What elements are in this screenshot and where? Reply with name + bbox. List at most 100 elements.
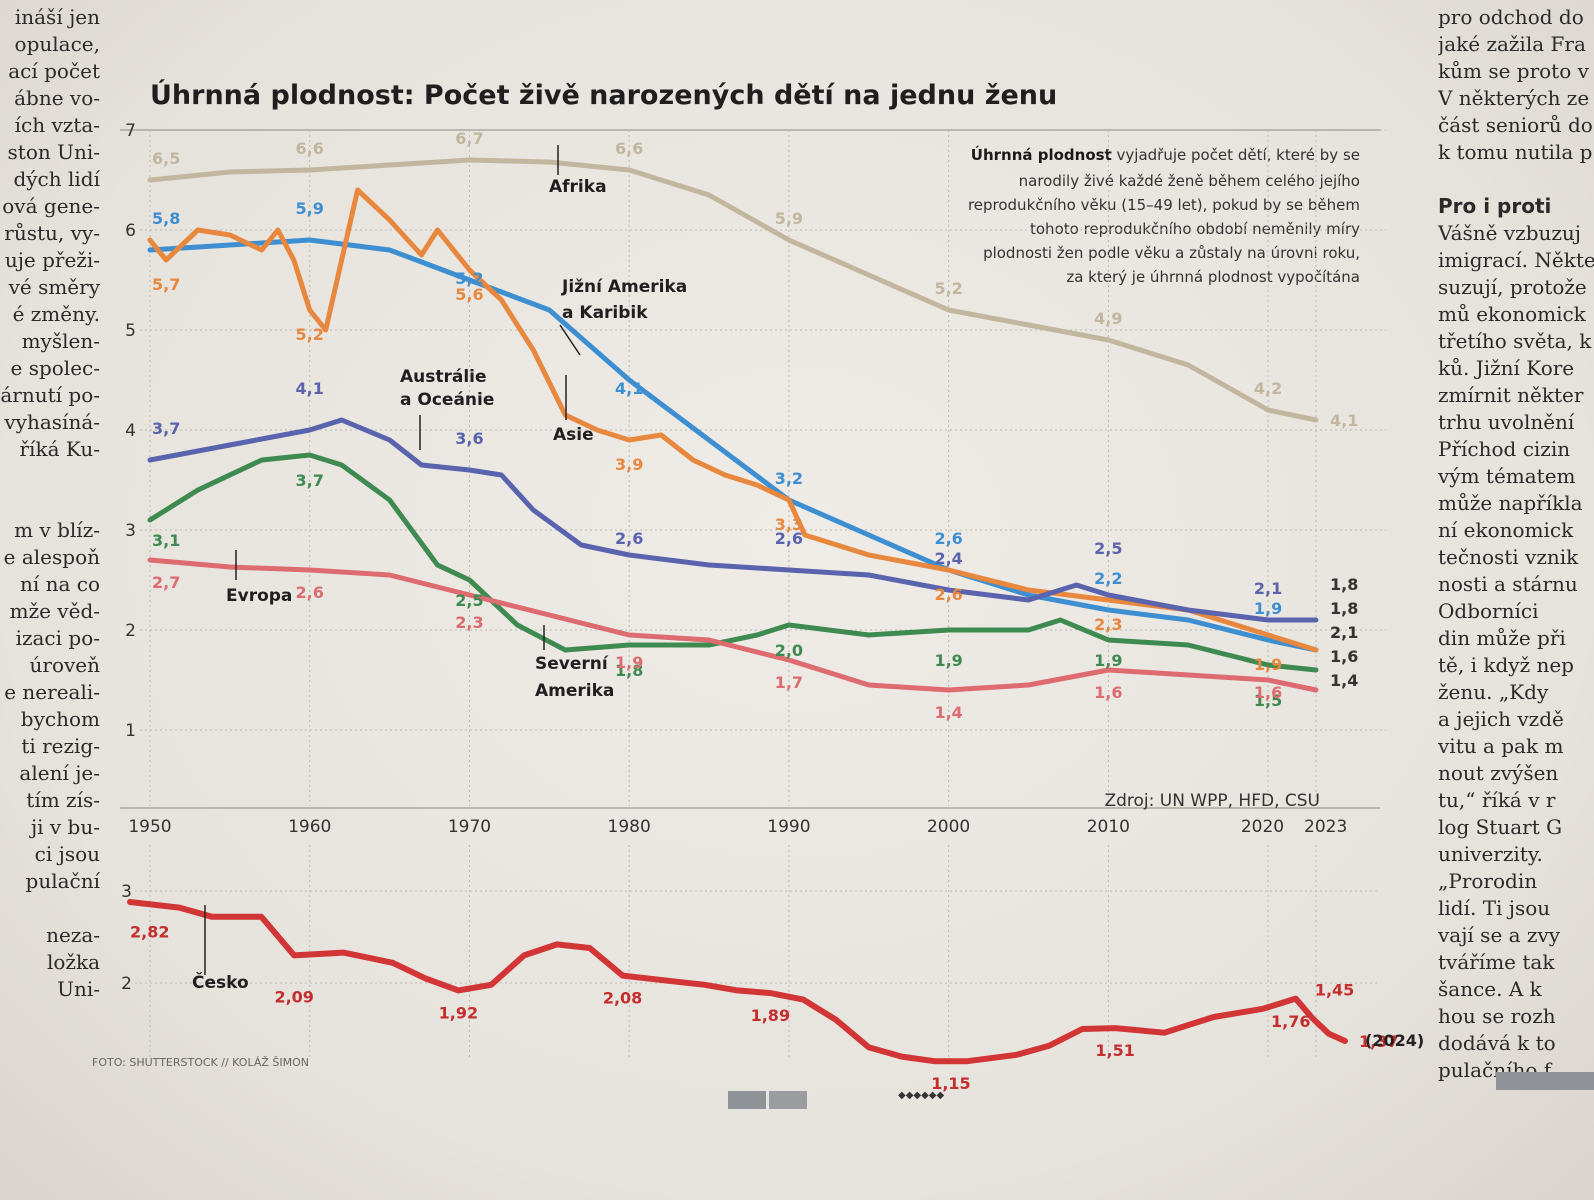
right-article-column: pro odchod do jaké zažila Fra kům se proto… [1438, 4, 1594, 1084]
article-line: myšlen- [21, 329, 100, 353]
article-line: pulační [25, 869, 100, 893]
article-line: ábne vo- [14, 86, 100, 110]
footer-block-left [728, 1091, 766, 1109]
article-line: bychom [20, 707, 100, 731]
article-line: nout zvýšen [1438, 761, 1559, 785]
description-line: narodily živé každé ženě během celého je… [1019, 172, 1360, 190]
footer-block-right [769, 1091, 807, 1109]
article-line: dodává k to [1438, 1031, 1556, 1055]
data-label: 2,0 [775, 641, 803, 660]
data-label: 5,9 [775, 209, 803, 228]
data-label: 2,2 [1094, 569, 1122, 588]
data-label: 1,9 [1254, 655, 1282, 674]
data-label: 3,6 [455, 429, 483, 448]
source-note: Zdroj: UN WPP, HFD, CSU [1104, 791, 1320, 811]
article-line: lidí. Ti jsou [1438, 896, 1551, 920]
cz-y-tick-label: 3 [121, 882, 132, 902]
data-label: 3,1 [152, 531, 180, 550]
article-line: V některých ze [1438, 86, 1590, 110]
article-line: é změny. [12, 302, 100, 326]
article-line: ová gene- [2, 194, 100, 218]
data-label: 1,8 [615, 661, 643, 680]
cz-y-tick-label: 2 [121, 974, 132, 994]
article-line: univerzity. [1438, 842, 1543, 866]
data-label: 5,9 [296, 199, 324, 218]
data-label: 1,8 [1330, 599, 1358, 618]
article-line: zmírnit někter [1438, 383, 1584, 407]
data-label: 1,7 [775, 673, 803, 692]
data-label: 1,6 [1094, 683, 1122, 702]
main-y-axis: 1 2 3 4 5 6 7 [125, 121, 136, 741]
data-label: 6,6 [615, 139, 643, 158]
y-tick-label: 5 [125, 321, 136, 341]
article-line: hou se rozh [1438, 1004, 1556, 1028]
cz-data-label: 1,92 [439, 1003, 478, 1022]
cz-data-label: 2,82 [130, 923, 169, 942]
region-label-severni: Severní [535, 654, 609, 674]
article-line: m v blíz- [14, 518, 100, 542]
article-line: vyhasíná- [4, 410, 100, 434]
data-label: 2,6 [615, 529, 643, 548]
data-label: 1,9 [1254, 599, 1282, 618]
article-line: šance. A k [1438, 977, 1542, 1001]
article-line: trhu uvolnění [1438, 410, 1575, 434]
main-gridlines [120, 129, 1386, 809]
data-label: 4,1 [1330, 411, 1358, 430]
article-line: vým tématem [1438, 464, 1576, 488]
description-line: za který je úhrnná plodnost vypočítána [1066, 268, 1360, 286]
data-label: 1,4 [934, 703, 962, 722]
series-line-asie [147, 187, 1319, 653]
article-line: dých lidí [13, 167, 100, 191]
article-line: tím zís- [26, 788, 100, 812]
x-tick-label: 1970 [448, 817, 491, 837]
data-label: 2,6 [296, 583, 324, 602]
article-line: Vášně vzbuzuj [1438, 221, 1582, 245]
y-tick-label: 3 [125, 521, 136, 541]
data-label: 1,9 [934, 651, 962, 670]
data-label: 6,5 [152, 149, 180, 168]
data-label: 4,9 [1094, 309, 1122, 328]
data-label: 5,2 [296, 325, 324, 344]
article-line: ků. Jižní Kore [1438, 356, 1575, 380]
region-label-evropa: Evropa [226, 586, 292, 606]
article-line: mů ekonomick [1438, 302, 1586, 326]
photo-credit: FOTO: SHUTTERSTOCK // KOLÁŽ ŠIMON [92, 1056, 309, 1069]
x-tick-label: 1990 [767, 817, 810, 837]
data-label: 6,6 [296, 139, 324, 158]
article-line: ní na co [19, 572, 100, 596]
article-line: ženu. „Kdy [1438, 680, 1549, 704]
x-tick-label: 1960 [288, 817, 331, 837]
region-label-jizni-amerika: Jižní Amerika [561, 277, 687, 297]
article-line: část seniorů do [1438, 113, 1593, 137]
cz-region-label: Česko [192, 971, 249, 993]
article-line: ci jsou [34, 842, 100, 866]
series-line-afrika [147, 157, 1319, 423]
article-line: alení je- [19, 761, 100, 785]
article-line: třetího světa, k [1438, 329, 1592, 353]
footer-diamonds: ◆◆◆◆◆◆ [898, 1090, 944, 1101]
description-line: reprodukčního věku (15–49 let), pokud by… [968, 196, 1360, 214]
data-label: 2,3 [1094, 615, 1122, 634]
region-label-a-karibik: a Karibik [562, 303, 648, 323]
series-line-australie-a-oceanie [147, 417, 1319, 623]
region-leader-lines [235, 145, 581, 650]
data-label: 3,7 [152, 419, 180, 438]
series-line-evropa [147, 557, 1319, 693]
series-line-jizni-amerika-a-karibik [147, 237, 1319, 653]
article-line: pro odchod do [1438, 5, 1584, 29]
article-line: vají se a zvy [1438, 923, 1561, 947]
left-article-column: ináší jen opulace, ací počet ábne vo-ích vz… [0, 4, 100, 1003]
data-label: 5,7 [152, 275, 180, 294]
data-label: 1,8 [1330, 575, 1358, 594]
x-tick-label: 2023 [1304, 817, 1347, 837]
region-label-amerika: Amerika [535, 681, 614, 701]
chart-title: Úhrnná plodnost: Počet živě narozených d… [150, 79, 1057, 111]
article-line: ti rezig- [21, 734, 100, 758]
article-line: vitu a pak m [1438, 734, 1564, 758]
chart-description: Úhrnná plodnost vyjadřuje počet dětí, kt… [968, 145, 1360, 286]
article-line: tváříme tak [1438, 950, 1555, 974]
cz-y-axis: 23 [121, 882, 132, 994]
region-label-asie: Asie [553, 425, 594, 445]
x-tick-label: 2020 [1241, 817, 1284, 837]
